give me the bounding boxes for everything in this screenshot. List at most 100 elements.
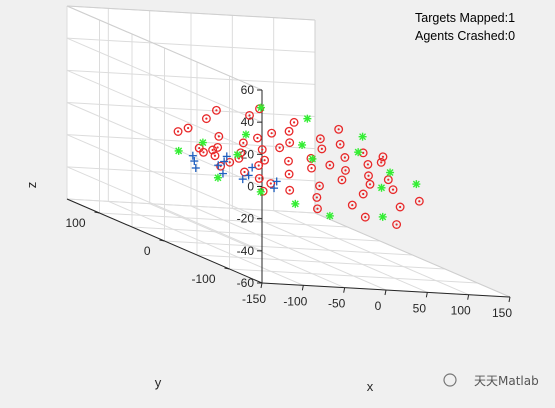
agent-point [248,163,257,172]
y-tick-label: 0 [144,244,151,258]
target-ring [225,157,235,167]
target-point [260,155,270,165]
target-point [211,105,221,115]
target-ring [284,126,294,136]
visited-point [377,183,386,192]
target-ring [238,138,248,148]
target-ring [285,185,295,195]
visited-point [213,173,222,182]
target-ring [334,124,344,134]
visited-star-d2 [359,133,367,141]
watermark: 天天Matlab [443,373,539,388]
target-ring [253,133,262,143]
box-edge-top-side [66,5,263,91]
target-ring [315,181,324,191]
grid-line-z-backwall [66,134,316,150]
target-dot [320,147,323,151]
visited-star-d2 [214,174,222,182]
target-point [284,126,294,136]
x-tick-label: 50 [413,301,427,315]
grid-line-z-sidewall [66,134,263,220]
grid-line-z-sidewall [66,37,263,123]
target-ring [392,220,402,229]
target-dot [362,151,365,154]
visited-point [412,180,421,189]
target-dot [216,146,219,149]
target-dot [176,130,180,133]
agent-point [191,164,200,172]
target-dot [257,164,260,167]
agent-point [218,169,227,178]
target-ring [214,131,224,141]
visited-star-d2 [242,131,250,139]
target-point [284,169,294,179]
target-ring [383,175,393,185]
target-point [341,165,350,175]
agent-point [244,171,253,180]
x-tick-label: -150 [242,292,266,306]
target-dot [187,126,190,130]
agent-point [270,184,279,193]
target-dot [343,156,346,159]
target-dot [243,170,246,174]
visited-star-d2 [233,151,241,159]
target-dot [213,154,217,157]
target-point [378,152,388,162]
box-edge-top-back [66,5,316,21]
visited-point [241,130,250,139]
visited-star-d2 [199,139,207,147]
z-tick-label: -40 [237,244,255,258]
target-point [307,163,316,173]
targets-mapped-status: Targets Mapped:1 [415,11,515,25]
target-ring [340,153,350,162]
target-dot [261,148,264,151]
target-ring [216,161,226,171]
target-dot [380,161,383,164]
visited-point [298,140,307,149]
x-tick-label: 100 [451,304,471,318]
x-tick-mark [425,292,428,298]
target-ring [388,185,398,195]
target-dot [318,184,321,187]
target-dot [288,189,291,192]
target-point [254,161,264,170]
target-ring [360,212,370,222]
target-point [284,156,293,166]
visited-point [358,132,367,141]
target-ring [395,202,405,212]
visited-point [233,150,242,159]
target-ring [213,143,223,152]
visited-point [386,168,395,177]
target-point [285,185,295,195]
target-dot [339,143,342,146]
target-ring [347,200,357,210]
agent-point [238,175,247,184]
watermark-label: 天天Matlab [474,374,539,388]
target-dot [205,117,208,120]
grid-line-y-floor [196,254,446,270]
target-ring [201,114,211,124]
target-dot [351,203,354,207]
target-point [392,220,402,229]
target-dot [366,163,370,166]
z-tick-label: 60 [241,83,255,97]
x-tick-mark [343,287,346,293]
visited-star-d2 [386,169,394,177]
visited-star-d2 [379,213,387,221]
target-point [245,110,254,120]
target-dot [256,136,259,140]
target-dot [344,169,347,172]
target-point [254,173,264,183]
target-ring [337,175,347,185]
target-point [383,175,393,185]
grid-line-z-backwall [66,69,316,85]
target-ring [266,179,276,188]
target-ring [285,138,295,148]
target-dot [310,167,313,170]
target-dot [228,161,231,164]
target-point [365,179,375,189]
target-dot [237,157,240,160]
z-tick-label: 0 [247,180,254,194]
visited-star-d2 [308,155,316,163]
